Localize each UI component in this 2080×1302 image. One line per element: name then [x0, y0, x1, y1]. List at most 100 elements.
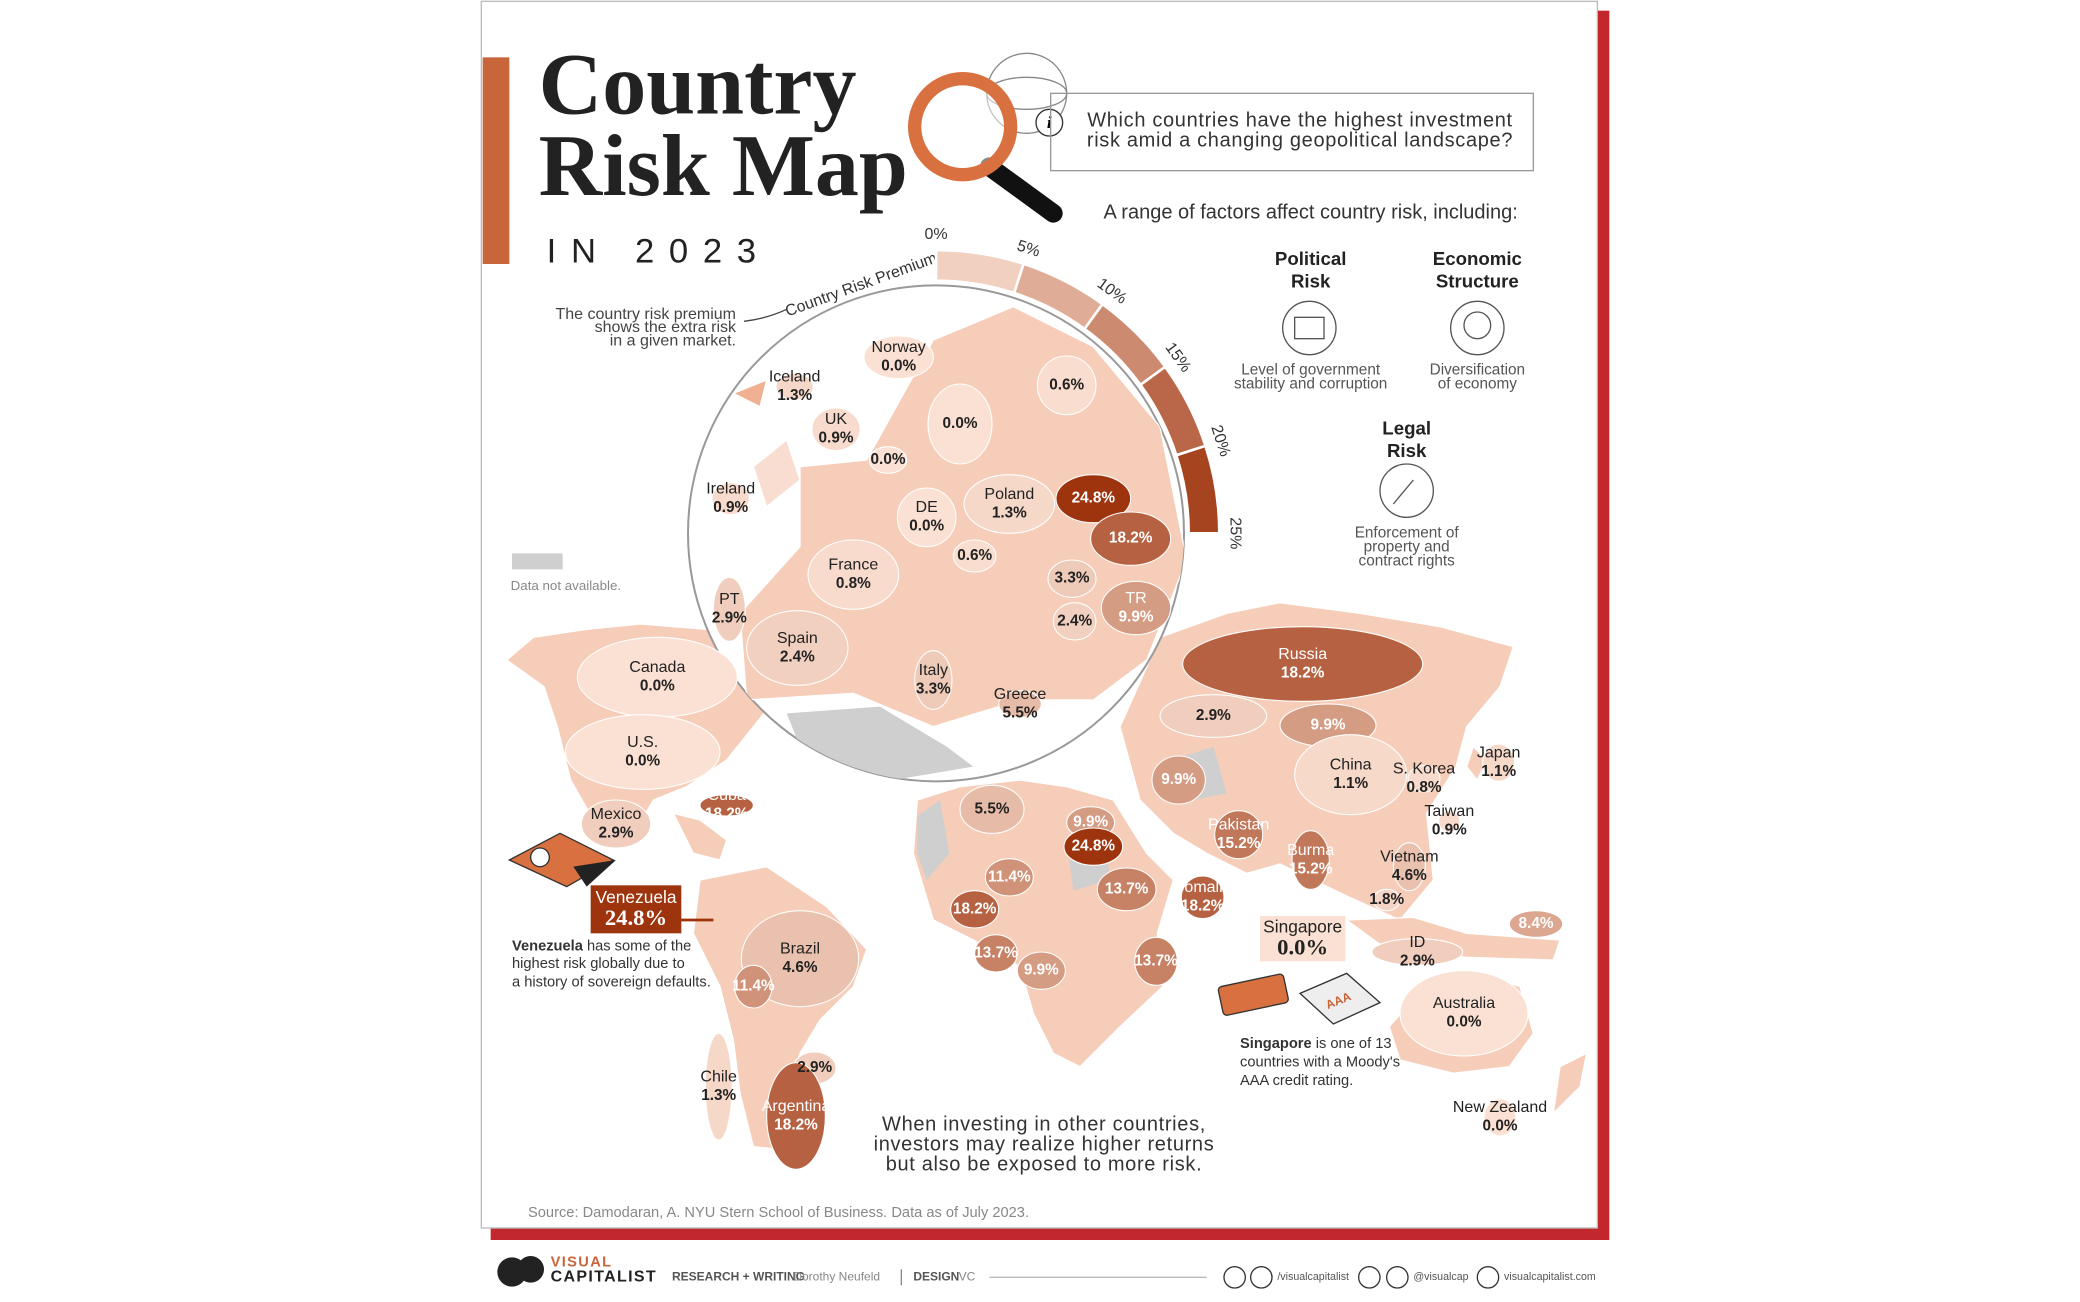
country-name: PT	[719, 591, 740, 608]
country-region	[704, 1032, 733, 1141]
scale-tick-label: 25%	[1226, 517, 1243, 549]
country-name: S. Korea	[1393, 761, 1455, 778]
country-name: DE	[916, 499, 938, 516]
country-region	[974, 934, 1018, 973]
factor-icons	[1282, 300, 1505, 518]
country-value: 0.8%	[836, 575, 871, 592]
country-value: 0.0%	[1483, 1118, 1518, 1135]
country-value: 18.2%	[1281, 664, 1325, 681]
factor-description: Enforcement of	[1355, 524, 1460, 541]
factor-title: Risk	[1291, 271, 1331, 292]
country-name: Spain	[777, 630, 818, 647]
country-region	[1100, 580, 1172, 636]
country-region	[1151, 755, 1206, 805]
country-value: 13.7%	[974, 944, 1018, 961]
country-region	[959, 784, 1025, 834]
note-text: is one of 13	[1316, 1036, 1392, 1052]
country-value: 9.9%	[1073, 814, 1108, 831]
country-name: Norway	[872, 339, 926, 356]
country-region	[1438, 810, 1461, 833]
country-value: 0.0%	[640, 678, 675, 695]
scale-tick	[1140, 362, 1170, 386]
singapore-note: Singapore is one of 13	[1240, 1036, 1392, 1052]
factor-description: property and	[1364, 538, 1450, 555]
country-value: 2.9%	[599, 824, 634, 841]
country-name: Cuba	[708, 787, 746, 804]
country-value: 13.7%	[1134, 952, 1178, 969]
country-value: 2.4%	[780, 648, 815, 665]
country-region	[1482, 743, 1516, 782]
country-name: Chile	[700, 1069, 737, 1086]
social-handle: /visualcapitalist	[1277, 1271, 1349, 1283]
scale-note: in a given market.	[610, 333, 736, 350]
country-region	[1372, 888, 1401, 912]
country-region	[580, 799, 652, 849]
note-bold: Venezuela	[512, 939, 584, 955]
country-value: 1.3%	[777, 387, 812, 404]
country-region	[746, 610, 849, 686]
question: risk amid a changing geopolitical landsc…	[1087, 130, 1513, 152]
title-bar	[482, 57, 510, 265]
country-region	[927, 383, 993, 465]
country-name: Vietnam	[1380, 849, 1438, 866]
legend-label: Data not available.	[511, 578, 621, 593]
country-name: New Zealand	[1453, 1099, 1547, 1116]
country-value: 0.0%	[1447, 1014, 1482, 1031]
scale-tick	[1013, 259, 1027, 293]
country-highlight	[1260, 916, 1346, 962]
singapore-icons	[1217, 972, 1382, 1025]
question: Which countries have the highest investm…	[1087, 110, 1513, 132]
country-name: Taiwan	[1424, 803, 1474, 820]
country-region	[1407, 764, 1441, 793]
scale-tick-label: 5%	[1015, 237, 1042, 260]
country-name: Mexico	[591, 806, 642, 823]
singapore-note: countries with a Moody's	[1240, 1055, 1400, 1071]
country-value: 0.0%	[881, 358, 916, 375]
country-value: 2.9%	[1400, 952, 1435, 969]
credit-name: VC	[959, 1270, 976, 1284]
country-region	[734, 964, 773, 1009]
credit-label: DESIGN	[913, 1270, 959, 1284]
country-region	[963, 474, 1056, 534]
country-value: 18.2%	[1181, 898, 1225, 915]
country-name: Iceland	[769, 369, 821, 386]
footer: VISUAL CAPITALIST RESEARCH + WRITING Dor…	[497, 1255, 1596, 1289]
svg-text:i: i	[1047, 113, 1052, 132]
source: Source: Damodaran, A. NYU Stern School o…	[528, 1205, 1029, 1221]
country-name: Burma	[1287, 842, 1334, 859]
factor-title: Structure	[1436, 271, 1519, 292]
country-region	[775, 372, 814, 401]
country-value: 0.6%	[1049, 376, 1084, 393]
country-region	[1159, 694, 1268, 738]
country-region	[1392, 842, 1426, 892]
country-region	[1294, 734, 1408, 816]
scale-note-arrow	[743, 308, 787, 322]
logo: CAPITALIST	[551, 1269, 657, 1286]
country-value: 11.4%	[732, 978, 775, 995]
country-region	[1063, 827, 1124, 866]
singapore-note: AAA credit rating.	[1240, 1073, 1353, 1089]
country-value: 2.9%	[712, 610, 747, 627]
country-value: 1.3%	[992, 504, 1027, 521]
country-value: 3.3%	[916, 680, 951, 697]
country-region	[807, 539, 900, 610]
country-name: Pakistan	[1208, 817, 1269, 834]
factor-description: contract rights	[1359, 552, 1456, 569]
country-region	[1090, 511, 1172, 566]
website: visualcapitalist.com	[1504, 1271, 1596, 1283]
country-value: 18.2%	[705, 806, 749, 823]
country-name: Italy	[919, 662, 948, 679]
country-name: Ireland	[706, 481, 755, 498]
conclusion: When investing in other countries,	[882, 1114, 1206, 1136]
country-name: Somalia	[1174, 879, 1232, 896]
factor-description: of economy	[1438, 376, 1518, 393]
country-value: 11.4%	[988, 868, 1031, 885]
country-value: 0.9%	[819, 430, 854, 447]
note-text: has some of the	[587, 939, 691, 955]
country-value: 1.1%	[1333, 775, 1368, 792]
conclusion: investors may realize higher returns	[874, 1134, 1215, 1156]
country-value: 1.1%	[1481, 763, 1516, 780]
country-value: 18.2%	[774, 1116, 818, 1133]
country-value: 3.3%	[1055, 570, 1090, 587]
